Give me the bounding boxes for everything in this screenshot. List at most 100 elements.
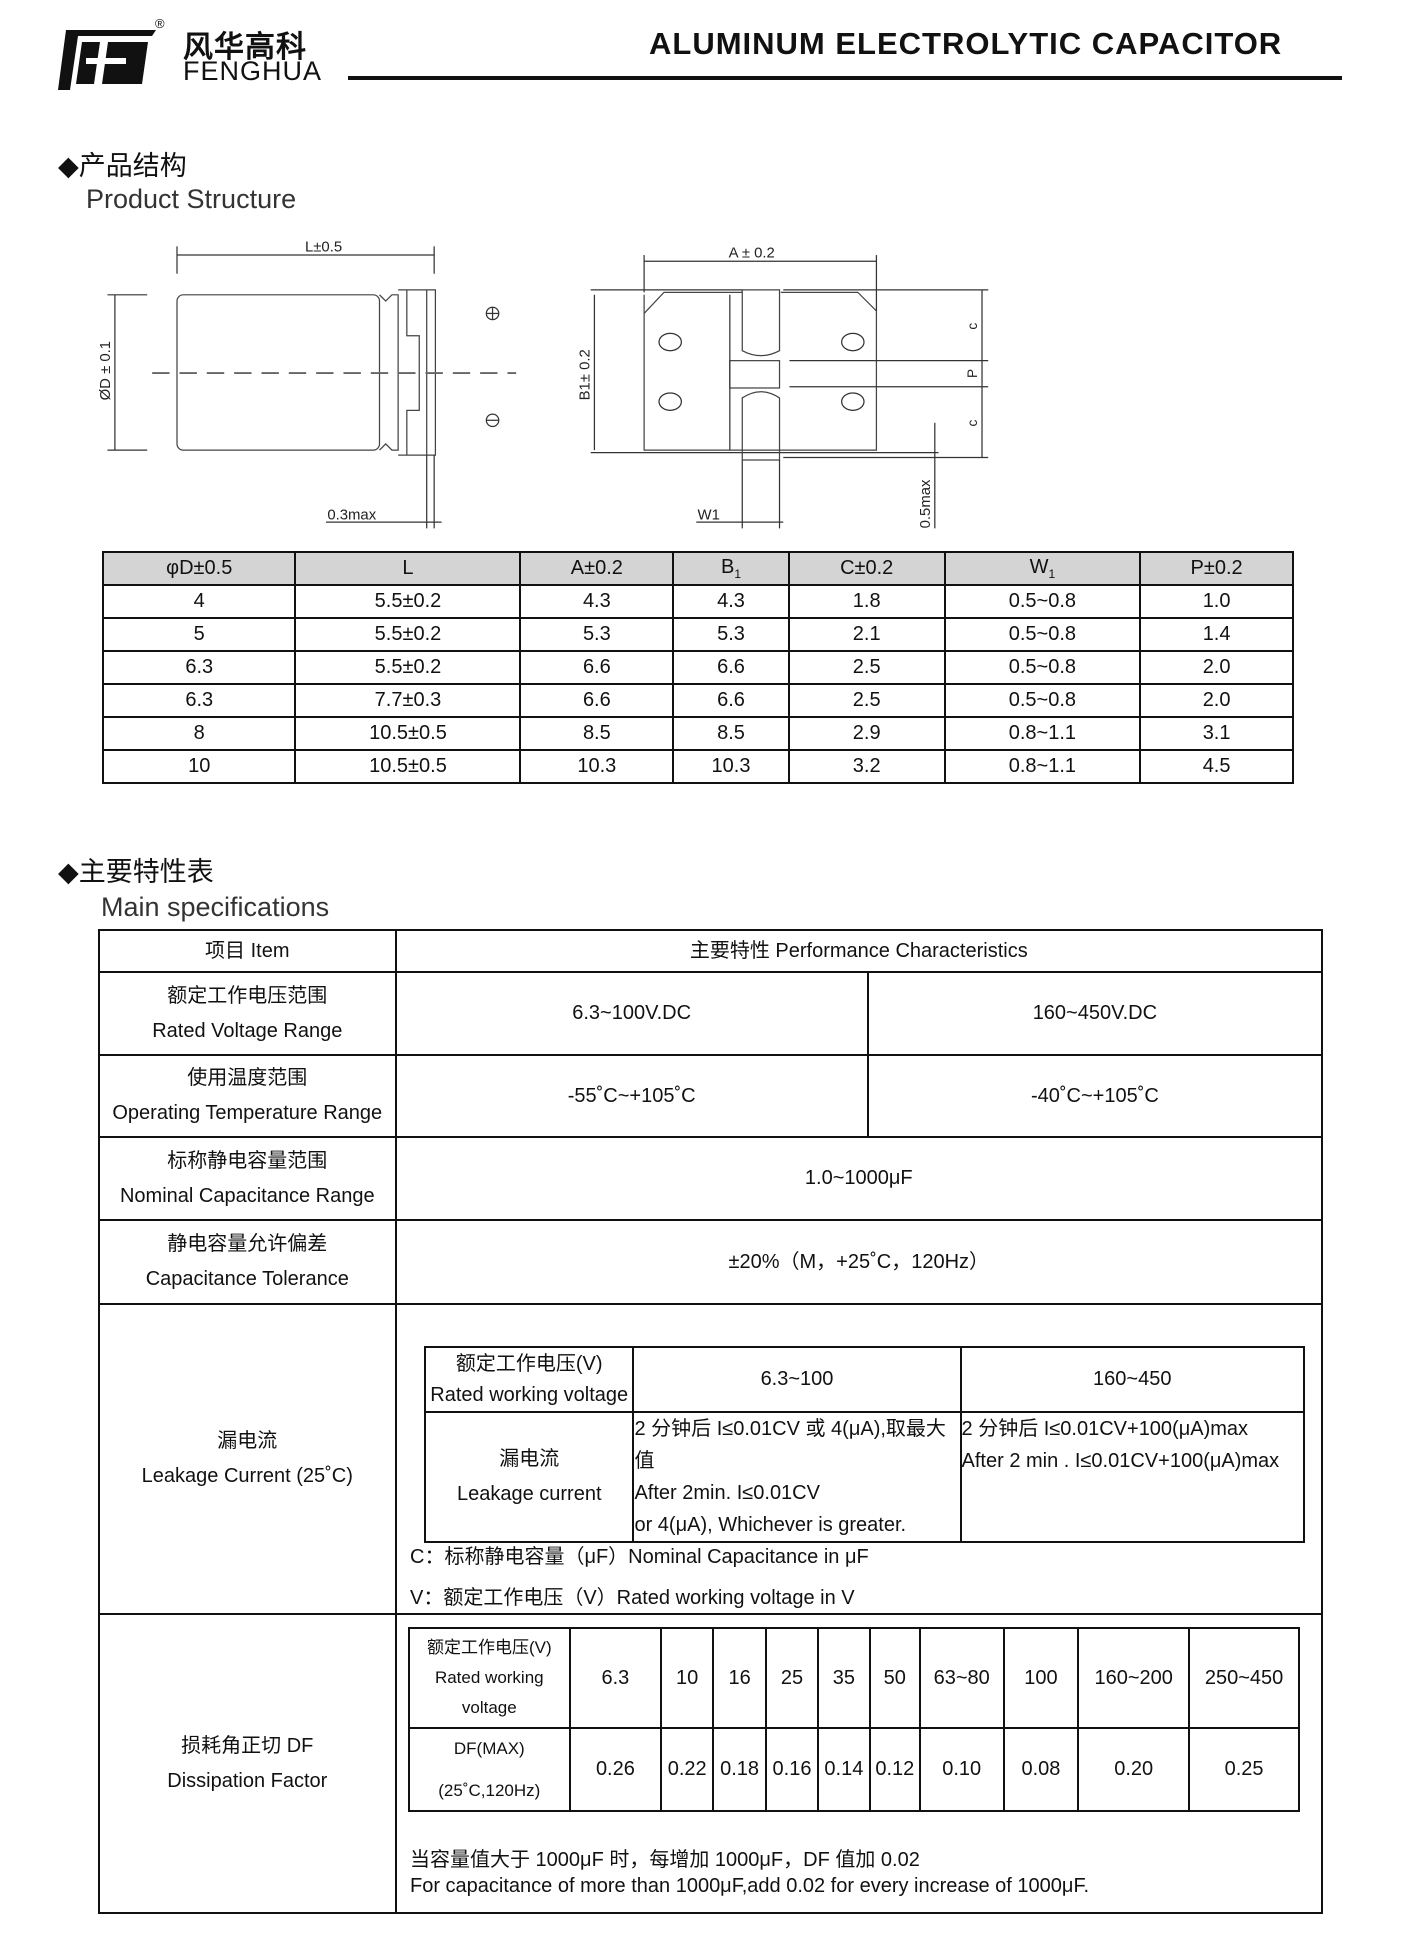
col-item: 项目 Item <box>98 929 397 973</box>
label-W1: W1 <box>698 508 720 524</box>
df-value: 0.16 <box>765 1727 819 1812</box>
df-voltage: 63~80 <box>918 1627 1005 1729</box>
df-voltage: 35 <box>816 1627 871 1729</box>
table-cell: 5.5±0.2 <box>294 617 522 652</box>
table-cell: 6.3 <box>101 683 297 718</box>
table-cell: 0.8~1.1 <box>943 716 1142 751</box>
df-voltage: 25 <box>765 1627 819 1729</box>
fenghua-logo-mark <box>58 30 156 90</box>
df-voltage: 250~450 <box>1188 1627 1300 1729</box>
item-en: Dissipation Factor <box>167 1769 328 1792</box>
col-header: P±0.2 <box>1139 551 1294 586</box>
table-cell: 3.2 <box>787 749 946 784</box>
df-value: 0.14 <box>816 1727 871 1812</box>
df-value: 0.12 <box>868 1727 921 1812</box>
item-cn: 漏电流 <box>217 1430 278 1452</box>
voltage-range: 160~450 <box>959 1346 1306 1413</box>
item-en: Leakage Current (25˚C) <box>141 1465 353 1487</box>
table-cell: 3.1 <box>1139 716 1294 751</box>
dimension-table: φD±0.5 L A±0.2 B1 C±0.2 W1 P±0.2 4 5.5±0.… <box>101 551 1294 784</box>
table-cell: 0.8~1.1 <box>943 749 1142 784</box>
table-row: 额定工作电压范围 Rated Voltage Range 6.3~100V.DC … <box>98 971 1324 1056</box>
table-row: 静电容量允许偏差 Capacitance Tolerance ±20%（M，+25… <box>98 1219 1324 1305</box>
label-B1: B1± 0.2 <box>577 349 593 400</box>
df-voltage-label: Rated working <box>434 1668 544 1687</box>
df-value: 0.20 <box>1077 1727 1191 1812</box>
leakage-rule: After 2min. I≤0.01CV <box>634 1482 820 1504</box>
table-cell: 4.3 <box>672 584 790 619</box>
table-cell: 5.3 <box>672 617 790 652</box>
df-note-cn: 当容量值大于 1000μF 时，每增加 1000μF，DF 值加 0.02 <box>410 1849 920 1871</box>
item-en: Nominal Capacitance Range <box>119 1184 375 1207</box>
table-cell: 4.3 <box>519 584 675 619</box>
voltage-range: 6.3~100 <box>632 1346 962 1413</box>
df-voltage: 160~200 <box>1077 1627 1191 1729</box>
table-row: 6.3 5.5±0.2 6.6 6.6 2.5 0.5~0.8 2.0 <box>101 650 1294 685</box>
specs-header-row: 项目 Item 主要特性 Performance Characteristics <box>98 929 1324 973</box>
bottom-view: A ± 0.2 B1± 0.2 c P c W1 0.5max <box>577 246 989 529</box>
table-cell: 2.1 <box>787 617 946 652</box>
current-label-en: Leakage current <box>456 1483 602 1505</box>
value: 6.3~100V.DC <box>394 971 869 1056</box>
table-header-row: φD±0.5 L A±0.2 B1 C±0.2 W1 P±0.2 <box>101 551 1294 586</box>
df-value-row: DF(MAX) (25˚C,120Hz) 0.26 0.22 0.18 0.16 0.14… <box>408 1727 1300 1812</box>
table-row: 5 5.5±0.2 5.3 5.3 2.1 0.5~0.8 1.4 <box>101 617 1294 652</box>
table-row: 6.3 7.7±0.3 6.6 6.6 2.5 0.5~0.8 2.0 <box>101 683 1294 718</box>
df-voltage: 50 <box>868 1627 921 1729</box>
item-cn: 损耗角正切 DF <box>181 1734 314 1757</box>
table-cell: 6.6 <box>672 683 790 718</box>
table-cell: 5.5±0.2 <box>294 650 522 685</box>
col-performance: 主要特性 Performance Characteristics <box>394 929 1324 973</box>
df-value: 0.10 <box>918 1727 1005 1812</box>
table-cell: 4 <box>101 584 297 619</box>
leakage-table: 额定工作电压(V) Rated working voltage 6.3~100 1… <box>423 1346 1306 1543</box>
table-row: 漏电流 Leakage current 2 分钟后 I≤0.01CV 或 4(μA… <box>423 1411 1306 1543</box>
registered-mark: ® <box>155 16 165 31</box>
df-label: DF(MAX) <box>453 1738 525 1758</box>
col-header: C±0.2 <box>787 551 946 586</box>
label-0.3max: 0.3max <box>327 508 376 524</box>
table-cell: 6.6 <box>519 650 675 685</box>
leakage-rule: or 4(μA), Whichever is greater. <box>634 1514 907 1536</box>
table-cell: 8 <box>101 716 297 751</box>
table-cell: 2.5 <box>787 683 946 718</box>
table-cell: 2.0 <box>1139 650 1294 685</box>
item-cn: 额定工作电压范围 <box>167 984 328 1007</box>
table-cell: 0.5~0.8 <box>943 617 1142 652</box>
table-cell: 4.5 <box>1139 749 1294 784</box>
col-header: L <box>294 551 522 586</box>
logo <box>56 22 156 90</box>
table-cell: 5.5±0.2 <box>294 584 522 619</box>
table-cell: 0.5~0.8 <box>943 683 1142 718</box>
table-cell: 8.5 <box>672 716 790 751</box>
table-cell: 0.5~0.8 <box>943 584 1142 619</box>
leakage-rule: 2 分钟后 I≤0.01CV+100(μA)max <box>961 1418 1249 1440</box>
brand-name-en: FENGHUA <box>183 56 323 86</box>
label-L: L±0.5 <box>305 239 342 255</box>
df-voltage-label: 额定工作电压(V) <box>426 1638 552 1657</box>
item-cn: 使用温度范围 <box>187 1067 308 1089</box>
value: -40˚C~+105˚C <box>866 1054 1324 1138</box>
document-title: ALUMINUM ELECTROLYTIC CAPACITOR <box>649 26 1283 61</box>
label-A: A ± 0.2 <box>729 246 775 262</box>
df-voltage-row: 额定工作电压(V) Rated working voltage 6.3 10 16 25 3… <box>408 1627 1300 1729</box>
item-en: Rated Voltage Range <box>152 1019 343 1042</box>
df-value: 0.08 <box>1002 1727 1080 1812</box>
item-en: Operating Temperature Range <box>112 1102 383 1124</box>
table-cell: 5.3 <box>519 617 675 652</box>
specs-heading-en: Main specifications <box>101 892 330 922</box>
structure-diagram: L±0.5 ØD ± 0.1 0.3max A ± 0.2 B1± 0.2 c … <box>98 239 989 529</box>
table-cell: 5 <box>101 617 297 652</box>
item-cn: 静电容量允许偏差 <box>167 1233 328 1255</box>
table-cell: 6.6 <box>519 683 675 718</box>
table-cell: 2.9 <box>787 716 946 751</box>
table-row: 10 10.5±0.5 10.3 10.3 3.2 0.8~1.1 4.5 <box>101 749 1294 784</box>
voltage-label-cn: 额定工作电压(V) <box>455 1352 603 1375</box>
table-cell: 6.6 <box>672 650 790 685</box>
table-row: 额定工作电压(V) Rated working voltage 6.3~100 1… <box>423 1346 1306 1413</box>
structure-heading-cn: ◆产品结构 <box>58 151 187 182</box>
table-row: 使用温度范围 Operating Temperature Range -55˚C~… <box>98 1054 1324 1138</box>
col-header: W1 <box>943 551 1142 586</box>
df-voltage: 6.3 <box>568 1627 663 1729</box>
label-0.5max: 0.5max <box>918 479 934 528</box>
